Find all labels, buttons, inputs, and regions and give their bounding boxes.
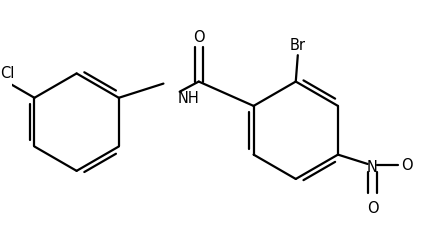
Text: N: N [367, 160, 378, 175]
Text: O: O [401, 158, 413, 173]
Text: O: O [193, 30, 205, 45]
Text: Br: Br [290, 38, 306, 53]
Text: O: O [367, 200, 378, 216]
Text: NH: NH [178, 90, 199, 105]
Text: Cl: Cl [0, 66, 15, 81]
